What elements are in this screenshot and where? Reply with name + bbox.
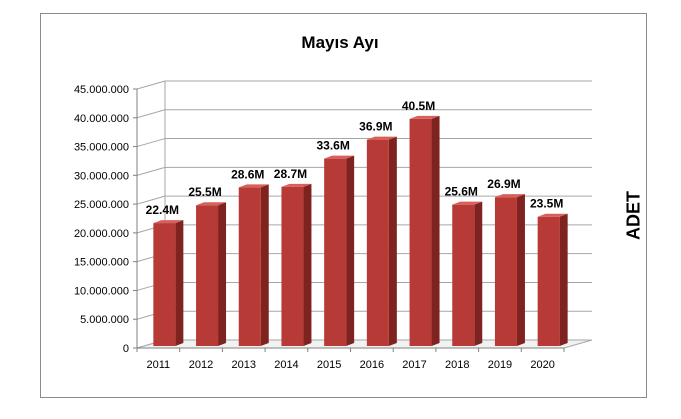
bar-side: [388, 136, 397, 346]
bar-top: [366, 136, 397, 140]
data-label: 28.7M: [274, 167, 307, 181]
x-tick-label: 2018: [445, 359, 469, 371]
bar-top: [153, 220, 184, 224]
bar-top: [452, 201, 483, 205]
y-tick-label: 35.000.000: [74, 142, 129, 154]
gridline-depth: [136, 80, 166, 90]
bar: [537, 216, 560, 346]
data-label: 25.5M: [188, 185, 221, 199]
y-tick-label: 45.000.000: [74, 84, 129, 96]
bar-side: [175, 220, 184, 346]
bar: [153, 223, 176, 346]
y-tick-label: 0: [123, 343, 129, 355]
x-tick-label: 2017: [402, 359, 426, 371]
data-label: 33.6M: [316, 139, 349, 153]
y-tick-label: 20.000.000: [74, 228, 129, 240]
x-tick-label: 2013: [232, 359, 256, 371]
x-tick-label: 2012: [189, 359, 213, 371]
bar-side: [559, 213, 568, 346]
bar-top: [324, 155, 355, 159]
data-label: 28.6M: [231, 167, 264, 181]
bar: [196, 205, 219, 346]
bar-side: [431, 115, 440, 347]
bar-top: [537, 213, 568, 217]
bar: [324, 158, 347, 346]
bar: [281, 186, 304, 346]
data-label: 25.6M: [445, 185, 478, 199]
y-tick-label: 5.000.000: [80, 314, 129, 326]
data-label: 36.9M: [359, 120, 392, 134]
x-tick-label: 2011: [147, 359, 171, 371]
bar: [238, 187, 261, 346]
bar: [494, 197, 517, 346]
x-tick-label: 2016: [360, 359, 384, 371]
y-tick-label: 30.000.000: [74, 170, 129, 182]
data-label: 22.4M: [146, 203, 179, 217]
gridline-depth: [136, 195, 166, 205]
bar-side: [218, 202, 227, 346]
x-tick-label: 2020: [530, 359, 554, 371]
y-tick-label: 15.000.000: [74, 257, 129, 269]
y-tick-label: 25.000.000: [74, 199, 129, 211]
bar-side: [346, 155, 355, 346]
gridline-depth: [136, 109, 166, 119]
gridline-depth: [136, 166, 166, 176]
bar: [452, 204, 475, 346]
bar-side: [303, 183, 312, 346]
bar-side: [516, 194, 525, 346]
bar-side: [260, 184, 269, 346]
x-tick-label: 2015: [317, 359, 341, 371]
bar-top: [196, 202, 227, 206]
x-tick-label: 2019: [488, 359, 512, 371]
bar-top: [281, 183, 312, 187]
gridline-depth: [136, 138, 166, 148]
data-label: 26.9M: [487, 177, 520, 191]
data-label: 40.5M: [402, 99, 435, 113]
chart-title: Mayıs Ayı: [301, 33, 379, 52]
bar: [366, 139, 389, 346]
bar-side: [474, 201, 483, 346]
bar-top: [238, 184, 269, 188]
y-tick-label: 10.000.000: [74, 285, 129, 297]
bar: [409, 118, 432, 347]
y-tick-label: 40.000.000: [74, 113, 129, 125]
bar-top: [409, 115, 440, 119]
data-label: 23.5M: [530, 197, 563, 211]
x-tick-label: 2014: [274, 359, 298, 371]
bar-top: [494, 194, 525, 198]
